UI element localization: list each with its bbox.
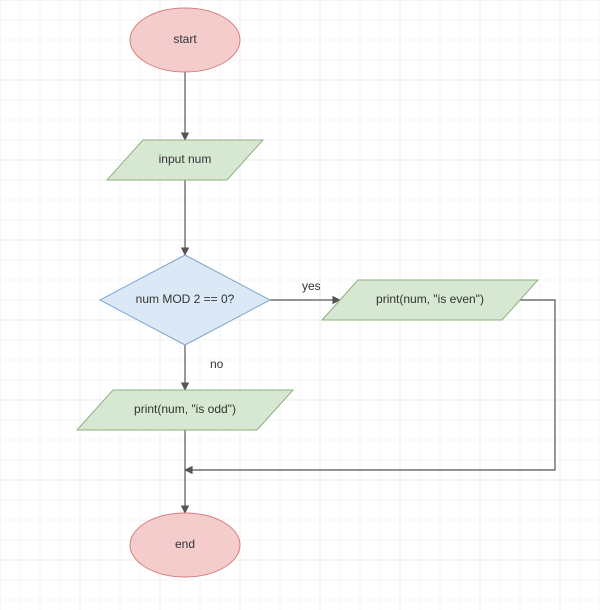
node-label-print_odd: print(num, "is odd") [134, 402, 236, 416]
node-label-decision: num MOD 2 == 0? [136, 292, 235, 306]
node-label-input: input num [159, 152, 212, 166]
node-print_even: print(num, "is even") [322, 280, 538, 320]
node-label-end: end [175, 537, 195, 551]
node-end: end [130, 513, 240, 577]
node-label-print_even: print(num, "is even") [376, 292, 484, 306]
edge-label-e4: no [210, 357, 224, 371]
node-print_odd: print(num, "is odd") [77, 390, 293, 430]
node-start: start [130, 8, 240, 72]
edge-label-e3: yes [302, 279, 321, 293]
node-label-start: start [173, 32, 197, 46]
flowchart-canvas: yes no start input num num MOD 2 == 0? print(… [0, 0, 600, 610]
